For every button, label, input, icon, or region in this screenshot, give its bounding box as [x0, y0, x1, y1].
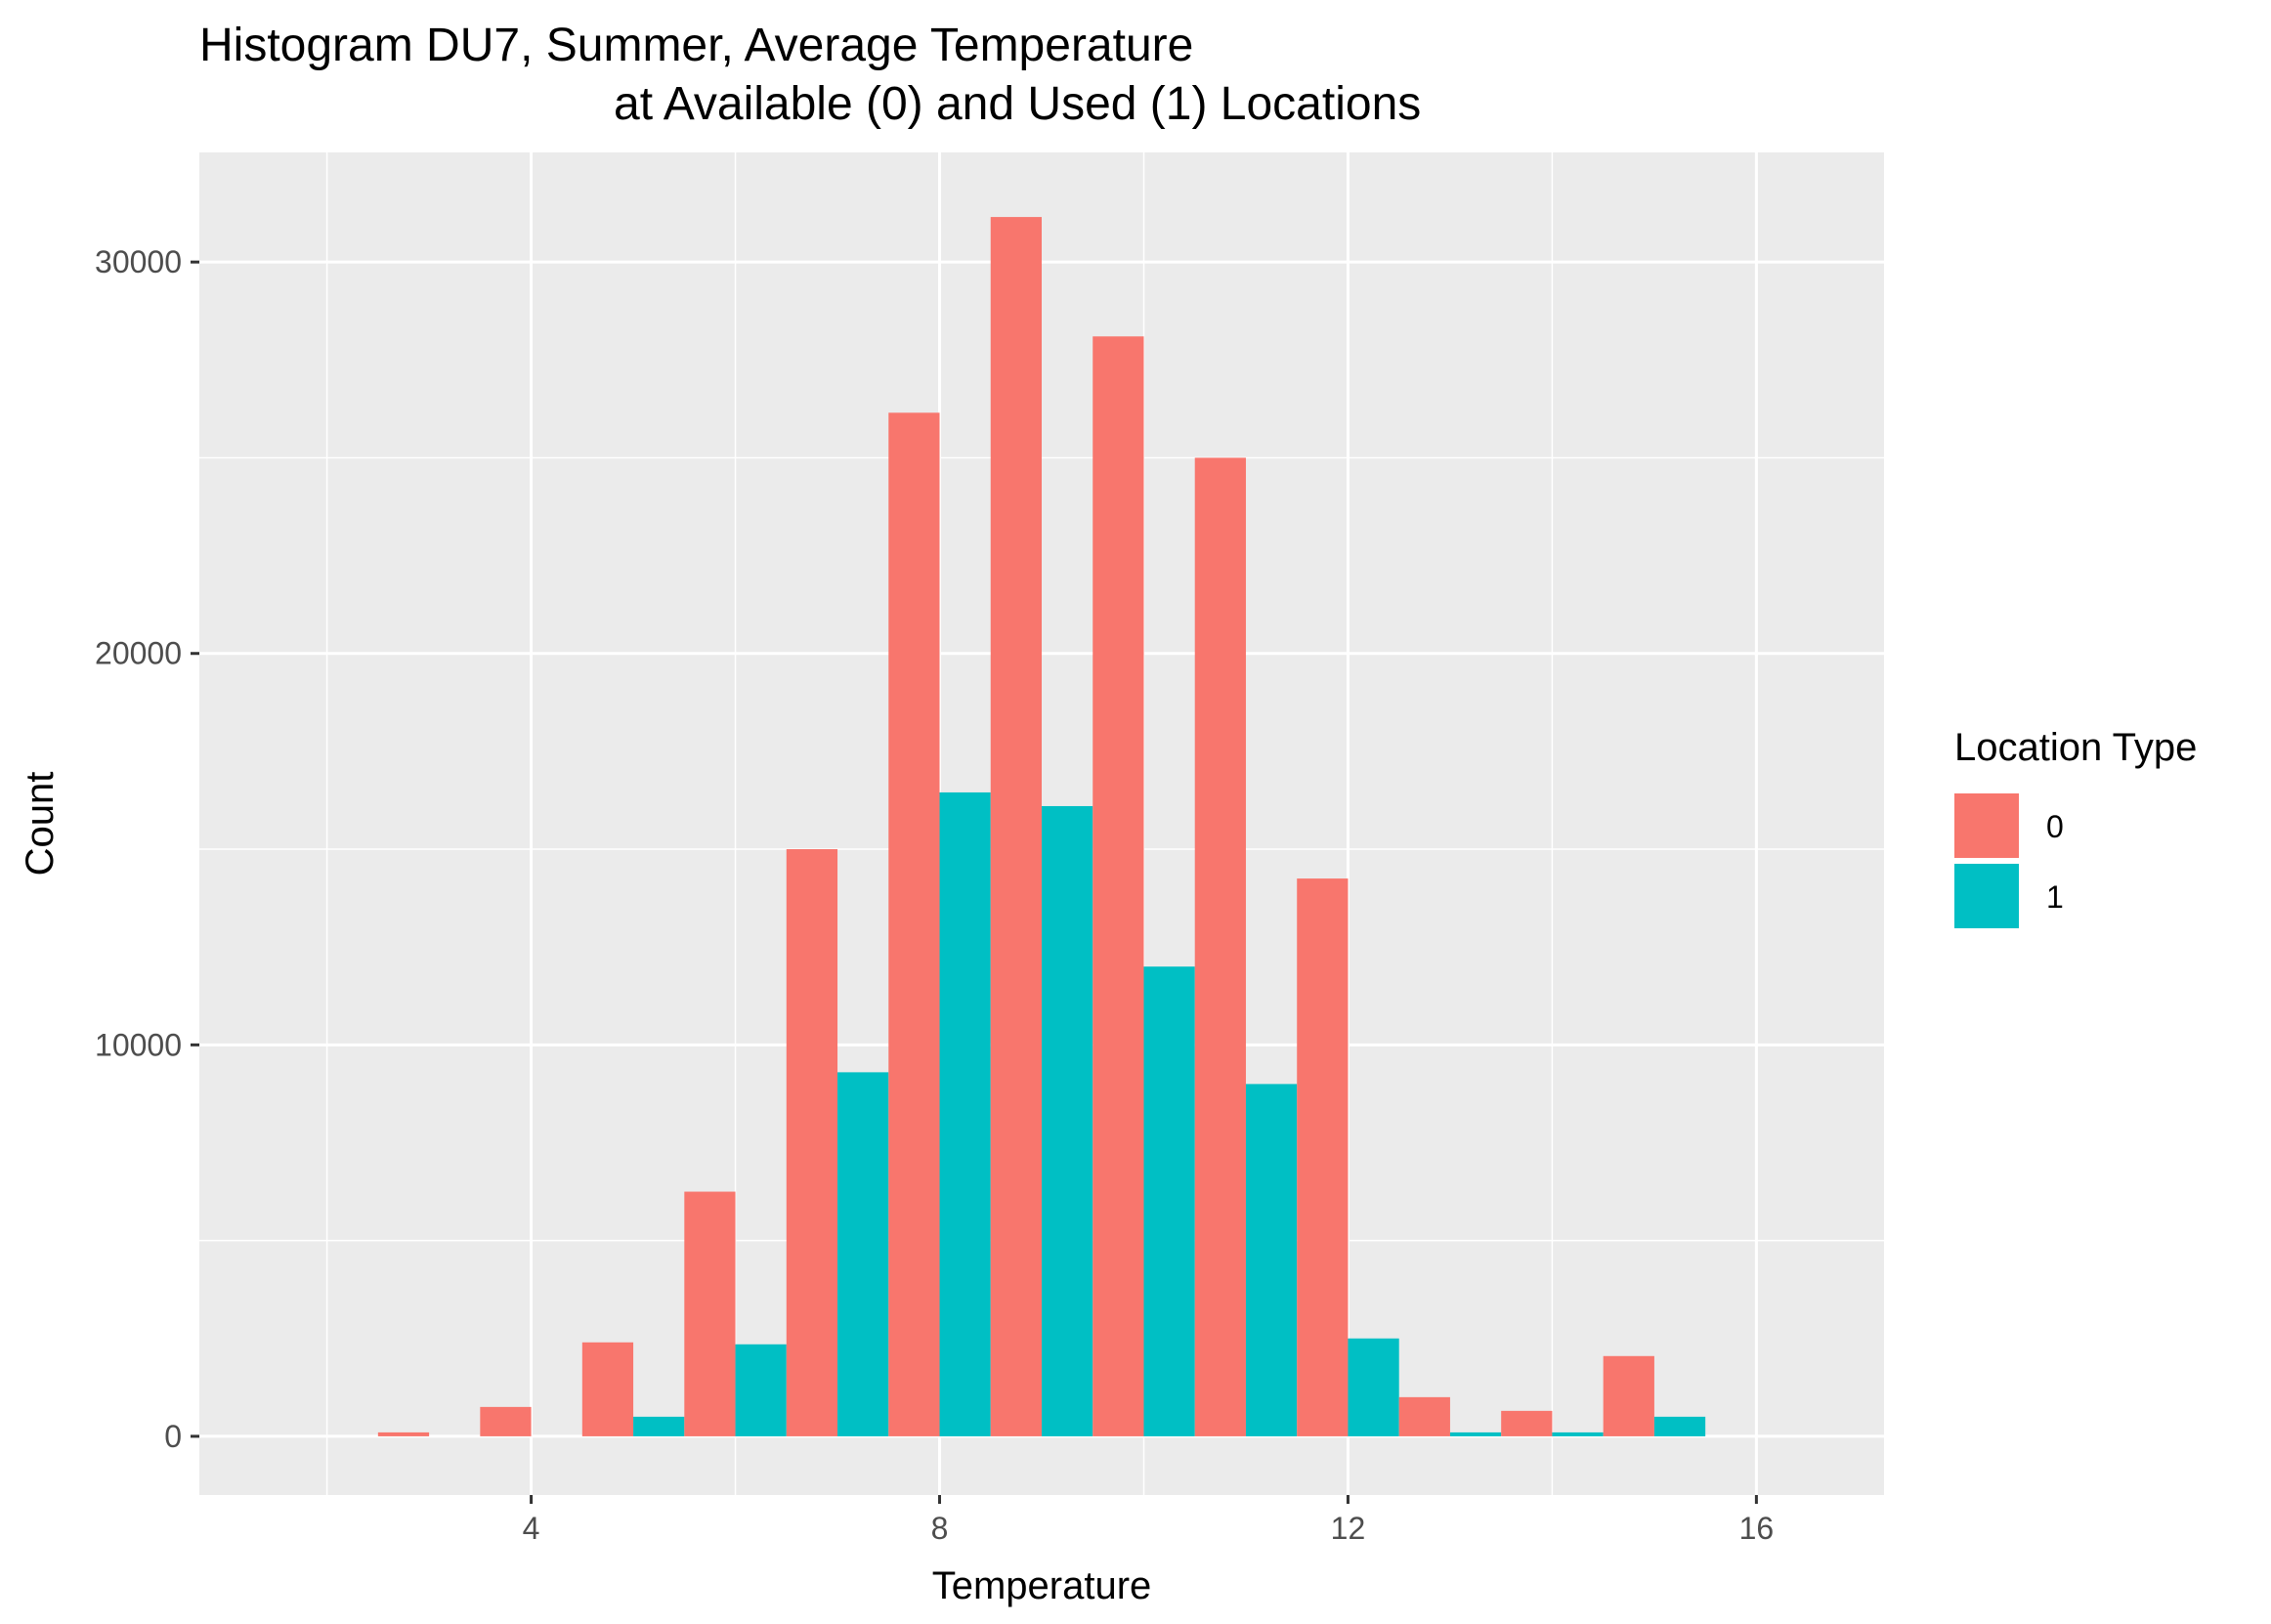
bar-series-0	[1194, 457, 1246, 1436]
bar-series-0	[1093, 336, 1144, 1436]
bar-series-0	[684, 1191, 736, 1436]
bar-series-0	[480, 1406, 532, 1436]
bar-series-0	[1297, 878, 1349, 1436]
legend-items: 01	[1954, 793, 2064, 928]
y-axis-ticks: 0 10000 20000 30000	[95, 244, 199, 1454]
bar-series-0	[990, 217, 1042, 1436]
legend-label-1: 1	[2046, 879, 2064, 915]
bar-series-1	[1653, 1416, 1706, 1436]
bar-series-0	[581, 1342, 634, 1436]
bars	[377, 217, 1706, 1436]
legend-key-0	[1954, 793, 2019, 858]
bar-series-0	[1398, 1396, 1450, 1436]
bar-series-0	[786, 849, 838, 1436]
y-axis-title: Count	[19, 772, 62, 876]
legend-key-1	[1954, 864, 2019, 928]
chart-title-line-2: at Available (0) and Used (1) Locations	[614, 78, 1421, 130]
x-tick-label: 8	[931, 1511, 949, 1546]
legend: Location Type 01	[1954, 726, 2197, 928]
legend-label-0: 0	[2046, 809, 2064, 844]
bar-series-0	[1603, 1355, 1654, 1436]
bar-series-0	[1501, 1410, 1553, 1436]
legend-title: Location Type	[1954, 726, 2197, 769]
y-tick-label: 0	[164, 1419, 182, 1454]
bar-series-1	[837, 1072, 889, 1436]
bar-series-0	[377, 1432, 430, 1436]
bar-series-1	[939, 791, 991, 1436]
x-tick-label: 12	[1331, 1511, 1366, 1546]
y-tick-label: 20000	[95, 636, 182, 671]
x-axis-title: Temperature	[932, 1564, 1152, 1607]
y-tick-label: 30000	[95, 244, 182, 279]
bar-series-1	[633, 1416, 685, 1436]
chart-title-line-1: Histogram DU7, Summer, Average Temperatu…	[199, 20, 1193, 71]
x-tick-label: 4	[523, 1511, 540, 1546]
bar-series-1	[735, 1344, 787, 1436]
bar-series-1	[1449, 1432, 1502, 1436]
x-axis-ticks: 4 8 12 16	[523, 1495, 1775, 1546]
y-tick-label: 10000	[95, 1027, 182, 1062]
bar-series-1	[1143, 966, 1195, 1436]
bar-series-1	[1348, 1338, 1399, 1436]
bar-series-1	[1552, 1432, 1604, 1436]
bar-series-1	[1042, 805, 1093, 1436]
x-tick-label: 16	[1739, 1511, 1775, 1546]
bar-series-0	[888, 412, 940, 1436]
bar-series-1	[1245, 1084, 1298, 1436]
